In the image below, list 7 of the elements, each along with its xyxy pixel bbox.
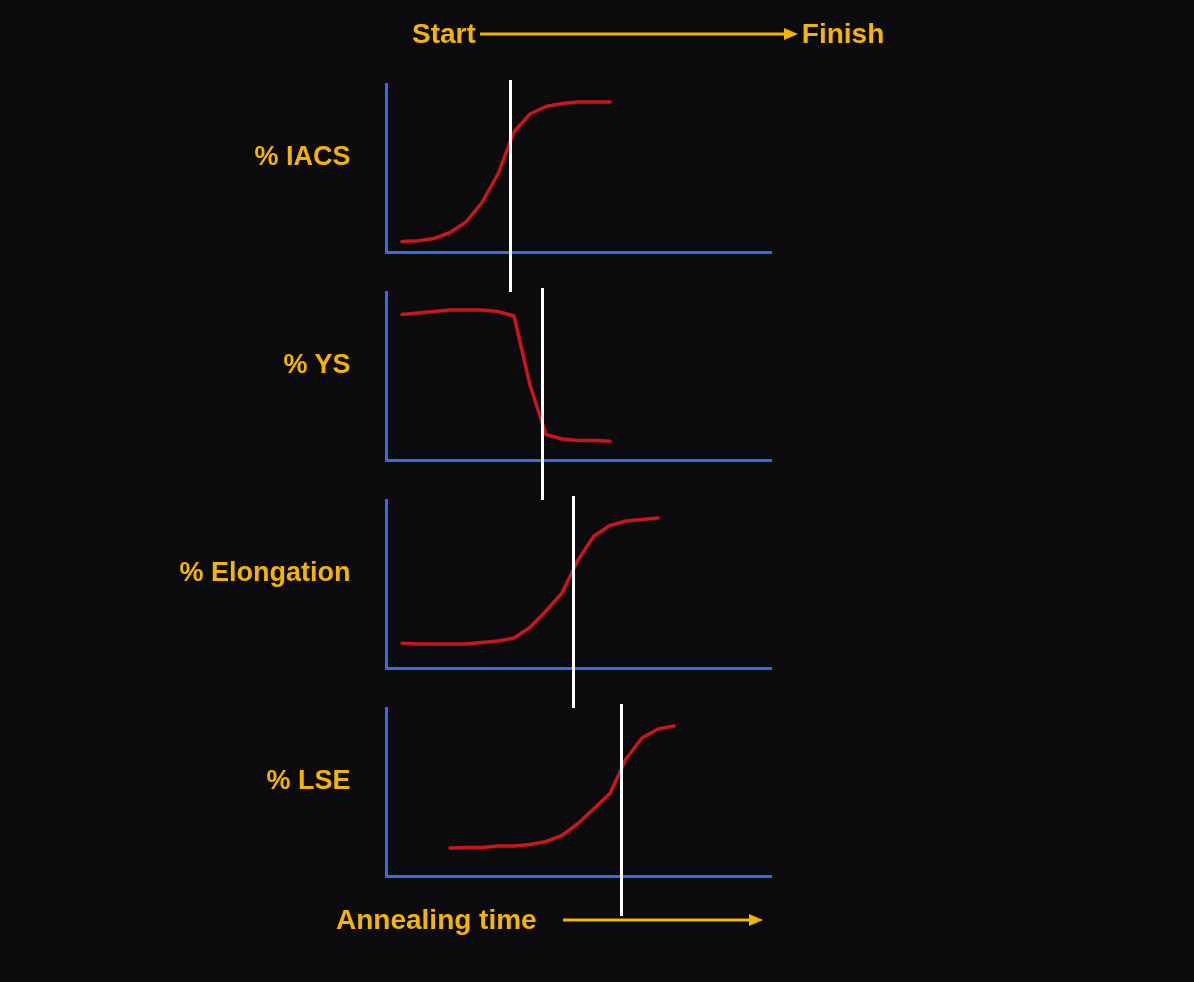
text: Start (412, 18, 476, 50)
x-axis-title: Annealing time (336, 904, 537, 936)
text: Finish (801, 18, 885, 50)
y-axis-title: % LSE (266, 764, 351, 795)
y-axis-title: % YS (283, 348, 351, 379)
y-axis-title: % Elongation (179, 556, 351, 587)
y-axis-title: % IACS (254, 140, 351, 171)
